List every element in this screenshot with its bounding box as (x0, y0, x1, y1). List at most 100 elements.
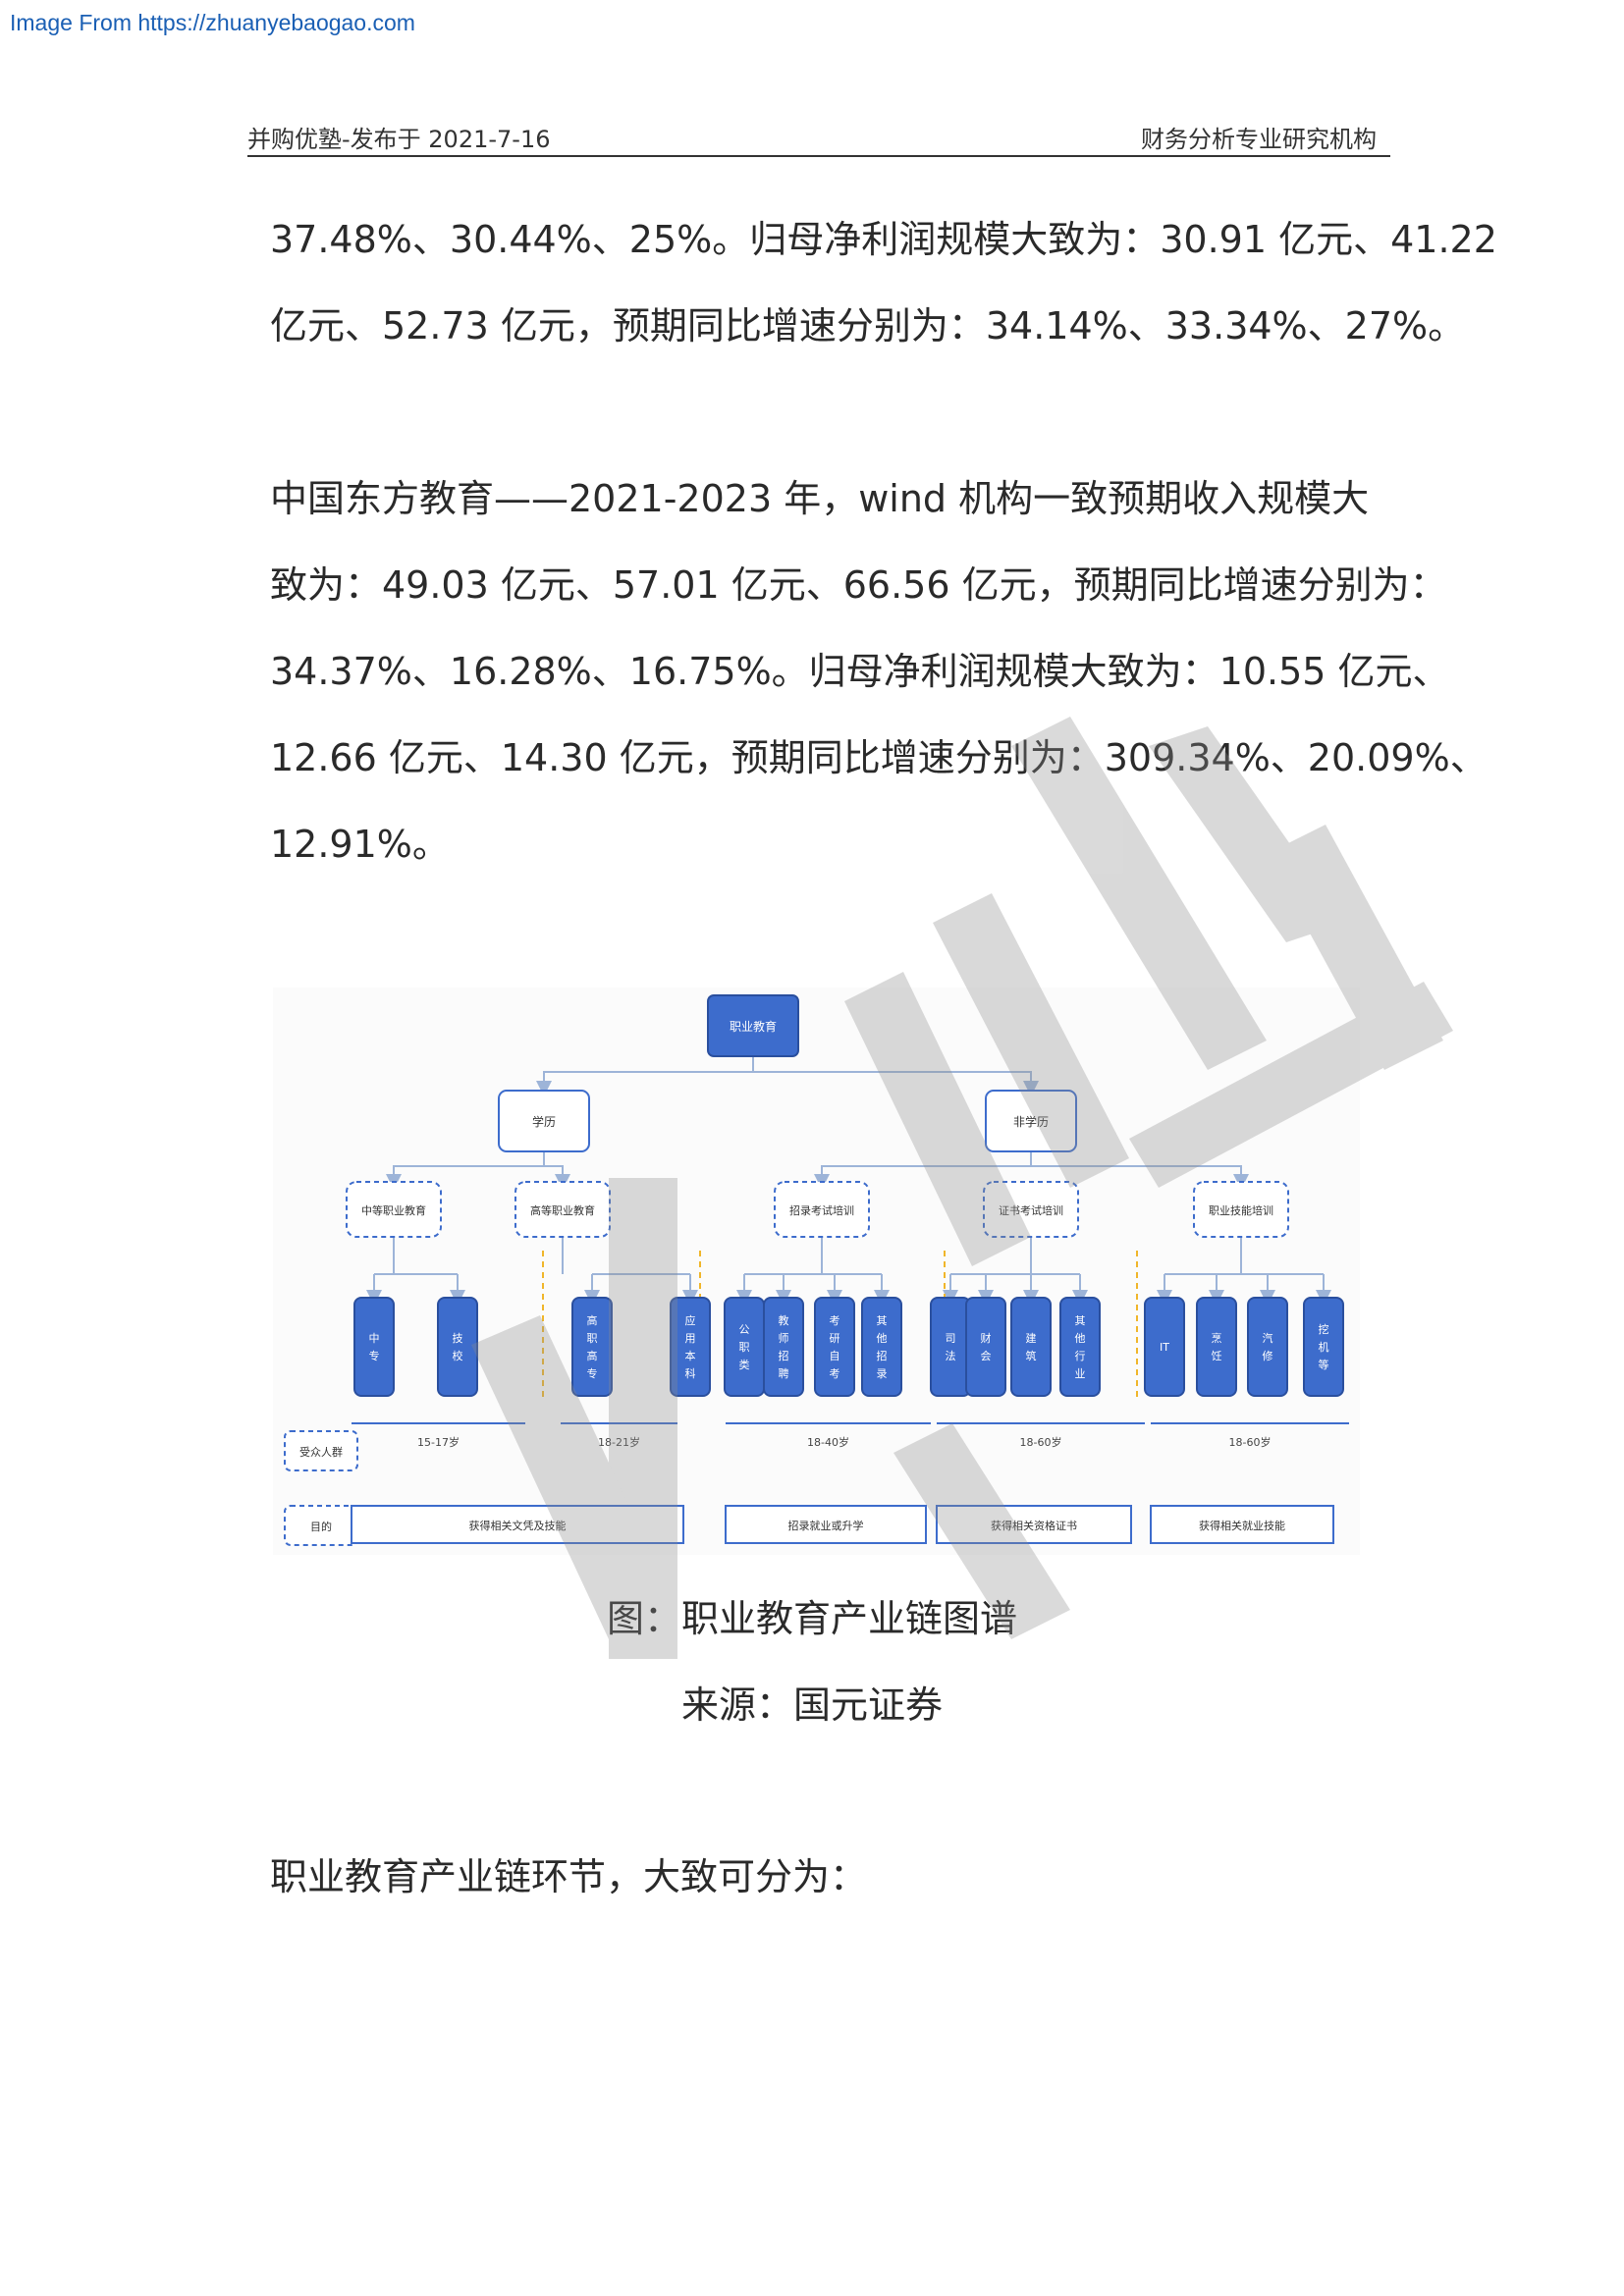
leaf-label: 其 (1075, 1314, 1086, 1327)
purpose-text: 获得相关就业技能 (1199, 1519, 1285, 1532)
leaf-label: 行 (1075, 1350, 1086, 1362)
level1-label: 学历 (532, 1114, 556, 1129)
leaf-label: 考 (830, 1314, 840, 1327)
paragraph-2: 中国东方教育——2021-2023 年，wind 机构一致预期收入规模大 致为：… (270, 455, 1488, 887)
leaf-label: 考 (830, 1367, 840, 1380)
leaf-label: 筑 (1026, 1349, 1037, 1362)
leaf-node (930, 1297, 971, 1397)
paragraph-line: 34.37%、16.28%、16.75%。归母净利润规模大致为：10.55 亿元… (270, 650, 1450, 693)
header-left: 并购优塾-发布于 2021-7-16 (247, 126, 551, 153)
paragraph-line: 亿元、52.73 亿元，预期同比增速分别为：34.14%、33.34%、27%。 (270, 304, 1466, 347)
leaf-node (1010, 1297, 1052, 1397)
leaf-label: 挖 (1319, 1322, 1329, 1336)
level2-label: 高等职业教育 (530, 1203, 595, 1217)
leaf-label: 校 (453, 1349, 463, 1362)
leaf-node (670, 1297, 711, 1397)
level2-node (514, 1181, 611, 1238)
level1-label: 非学历 (1013, 1114, 1049, 1129)
leaf-label: 科 (685, 1366, 696, 1380)
leaf-label: 专 (369, 1349, 380, 1362)
leaf-node (1059, 1297, 1101, 1397)
leaf-label: 招 (779, 1349, 789, 1362)
leaf-label: 招 (877, 1349, 888, 1362)
figure-caption: 图：职业教育产业链图谱 (606, 1597, 1017, 1640)
leaf-node (1303, 1297, 1344, 1397)
header-right: 财务分析专业研究机构 (1141, 126, 1377, 153)
leaf-node (353, 1297, 395, 1397)
root-node (707, 994, 799, 1057)
figure-source: 来源：国元证券 (680, 1683, 943, 1727)
level2-node (774, 1181, 870, 1238)
audience-label-box (284, 1430, 358, 1471)
level2-label: 证书考试培训 (999, 1203, 1063, 1217)
leaf-label: 法 (946, 1349, 956, 1362)
leaf-label: 修 (1263, 1349, 1273, 1362)
purpose-text: 招录就业或升学 (788, 1519, 864, 1532)
leaf-label: 职 (587, 1332, 598, 1345)
leaf-label: 汽 (1263, 1331, 1273, 1345)
leaf-node (1144, 1297, 1185, 1397)
root-node-label: 职业教育 (730, 1019, 777, 1034)
leaf-label: 研 (830, 1332, 840, 1345)
audience-label: 受众人群 (299, 1445, 343, 1459)
paragraph-line: 12.91%。 (270, 823, 450, 866)
paragraph-3: 职业教育产业链环节，大致可分为： (270, 1834, 1389, 1920)
paragraph-line: 中国东方教育——2021-2023 年，wind 机构一致预期收入规模大 (270, 477, 1370, 520)
leaf-label: 建 (1026, 1331, 1037, 1345)
age-label: 15-17岁 (417, 1435, 460, 1449)
purpose-label: 目的 (310, 1520, 332, 1533)
leaf-label: 烹 (1212, 1331, 1222, 1345)
paragraph-line: 37.48%、30.44%、25%。归母净利润规模大致为：30.91 亿元、41… (270, 218, 1497, 261)
age-label: 18-60岁 (1020, 1435, 1062, 1449)
leaf-label: 教 (779, 1314, 789, 1327)
level2-label: 中等职业教育 (361, 1203, 426, 1217)
level2-label: 职业技能培训 (1209, 1203, 1273, 1217)
leaf-node (1196, 1297, 1237, 1397)
leaf-label: 业 (1075, 1367, 1086, 1380)
leaf-label: 其 (877, 1314, 888, 1327)
leaf-node (437, 1297, 478, 1397)
paragraph-line: 致为：49.03 亿元、57.01 亿元、66.56 亿元，预期同比增速分别为： (270, 563, 1447, 607)
leaf-label: 机 (1319, 1340, 1329, 1354)
leaf-node (1247, 1297, 1288, 1397)
purpose-box (936, 1505, 1132, 1544)
leaf-label: 司 (946, 1332, 956, 1345)
purpose-box (725, 1505, 927, 1544)
leaf-label: 他 (1075, 1332, 1086, 1345)
age-label: 18-21岁 (598, 1435, 640, 1449)
industry-chain-diagram: 职业教育 学历 非学历 中等职业教育 高等职业教育 招录考试培训 证书考试培训 职业技能… (273, 988, 1360, 1555)
leaf-label: 类 (739, 1358, 750, 1371)
paragraph-1: 37.48%、30.44%、25%。归母净利润规模大致为：30.91 亿元、41… (270, 196, 1497, 369)
leaf-label: 用 (685, 1332, 696, 1345)
leaf-label: 会 (981, 1350, 992, 1362)
level2-label: 招录考试培训 (789, 1203, 854, 1217)
paragraph-line: 12.66 亿元、14.30 亿元，预期同比增速分别为：309.34%、20.0… (270, 736, 1488, 779)
leaf-node (814, 1297, 855, 1397)
purpose-text: 获得相关资格证书 (991, 1519, 1077, 1532)
leaf-label: 本 (685, 1349, 696, 1362)
level1-node (985, 1090, 1077, 1152)
leaf-label: 录 (877, 1367, 888, 1380)
leaf-node (861, 1297, 902, 1397)
leaf-node (571, 1297, 613, 1397)
leaf-label: 专 (587, 1366, 598, 1380)
leaf-label: 饪 (1212, 1350, 1222, 1362)
leaf-label: 高 (587, 1349, 598, 1362)
leaf-label: 中 (369, 1332, 380, 1345)
level1-node (498, 1090, 590, 1152)
leaf-label: 职 (739, 1341, 750, 1354)
leaf-label: 财 (981, 1331, 992, 1345)
source-link[interactable]: Image From https://zhuanyebaogao.com (10, 10, 415, 35)
leaf-label: 公 (739, 1323, 750, 1336)
purpose-text: 获得相关文凭及技能 (469, 1519, 567, 1532)
leaf-label: 聘 (779, 1366, 789, 1380)
leaf-label: 技 (453, 1332, 463, 1345)
leaf-label: 应 (685, 1313, 696, 1327)
level2-node (1193, 1181, 1289, 1238)
leaf-label: 等 (1319, 1358, 1329, 1371)
leaf-label: 他 (877, 1332, 888, 1345)
leaf-label: 自 (830, 1350, 840, 1362)
purpose-box (1150, 1505, 1334, 1544)
level2-node (346, 1181, 442, 1238)
paragraph-line: 职业教育产业链环节，大致可分为： (270, 1855, 868, 1898)
